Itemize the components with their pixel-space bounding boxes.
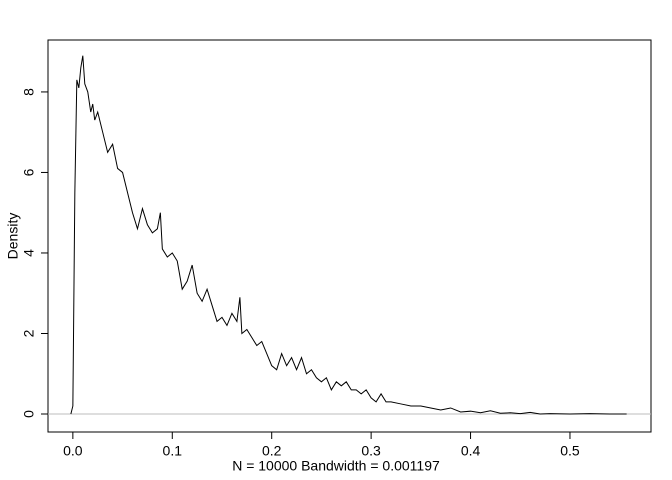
y-axis-label: Density bbox=[5, 213, 21, 260]
y-tick-label: 0 bbox=[21, 410, 37, 418]
plot-frame bbox=[47, 39, 652, 433]
x-tick-label: 0.4 bbox=[461, 443, 481, 459]
x-tick-label: 0.0 bbox=[63, 443, 83, 459]
x-tick-label: 0.3 bbox=[361, 443, 381, 459]
density-line bbox=[70, 55, 627, 415]
x-tick-label: 0.5 bbox=[560, 443, 580, 459]
x-axis-label: N = 10000 Bandwidth = 0.001197 bbox=[232, 458, 440, 474]
y-tick-label: 2 bbox=[21, 329, 37, 337]
y-tick-label: 4 bbox=[21, 249, 37, 257]
y-tick-label: 6 bbox=[21, 168, 37, 176]
x-tick-label: 0.1 bbox=[163, 443, 183, 459]
y-tick-label: 8 bbox=[21, 88, 37, 96]
x-tick-label: 0.2 bbox=[262, 443, 282, 459]
